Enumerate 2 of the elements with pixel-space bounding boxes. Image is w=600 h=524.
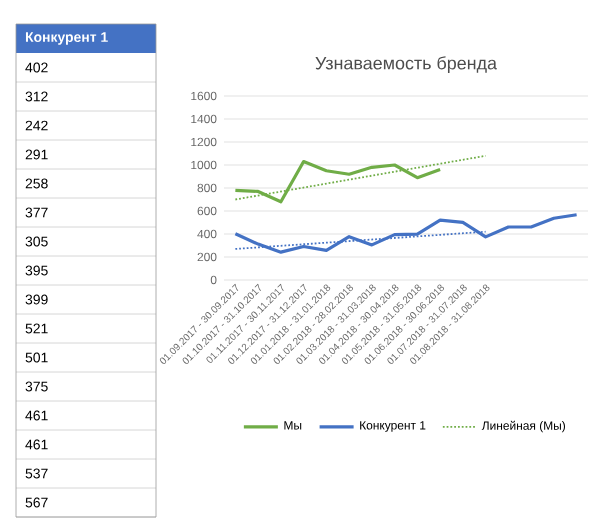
line-series [233,213,579,254]
chart-title: Узнаваемость бренда [315,56,498,73]
